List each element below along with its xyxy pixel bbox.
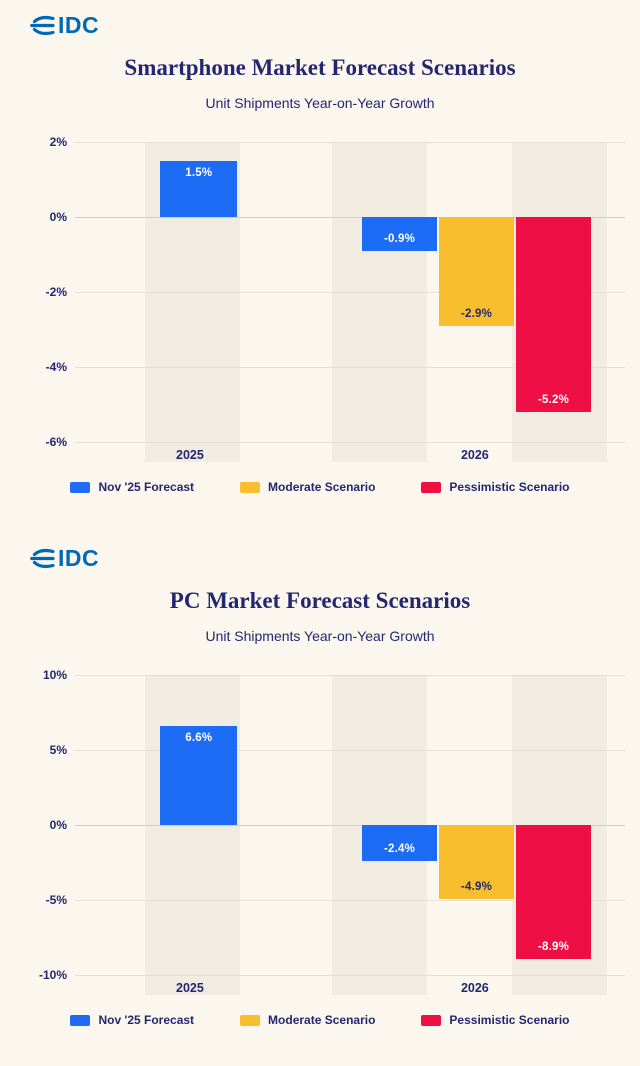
- gridline: [75, 675, 625, 676]
- smartphone-forecast-chart: IDC Smartphone Market Forecast Scenarios…: [0, 14, 640, 494]
- y-axis-tick-label: -2%: [45, 285, 67, 299]
- bar-moderate-scenario: -2.9%: [439, 217, 514, 326]
- gridline: [75, 975, 625, 976]
- idc-logo-mark-icon: [30, 15, 55, 36]
- y-axis-tick-label: -5%: [45, 893, 67, 907]
- legend-label: Nov '25 Forecast: [98, 480, 195, 494]
- zero-gridline: [75, 217, 625, 218]
- legend-item-pessimistic-scenario: Pessimistic Scenario: [421, 480, 570, 494]
- idc-logo-text: IDC: [58, 12, 100, 38]
- idc-logo-text: IDC: [58, 545, 100, 571]
- column-band: [331, 142, 427, 462]
- gridline: [75, 142, 625, 143]
- gridline: [75, 367, 625, 368]
- bar-value-label: -0.9%: [383, 232, 416, 245]
- bar-value-label: -8.9%: [537, 940, 570, 953]
- bar-value-label: 6.6%: [185, 732, 213, 744]
- idc-logo-mark-icon: [30, 548, 55, 569]
- y-axis-tick-label: -10%: [38, 968, 67, 982]
- y-axis-tick-label: 0%: [49, 818, 67, 832]
- y-axis-tick-label: -4%: [45, 360, 67, 374]
- bar-value-label: -2.4%: [383, 843, 416, 855]
- gridline: [75, 750, 625, 751]
- legend-label: Nov '25 Forecast: [98, 1013, 195, 1027]
- bar-nov-25-forecast: 6.6%: [160, 726, 238, 825]
- gridline: [75, 900, 625, 901]
- legend-swatch-yellow: [240, 481, 261, 493]
- chart-title: PC Market Forecast Scenarios: [169, 588, 471, 613]
- y-axis-tick-label: 10%: [42, 668, 67, 682]
- legend: Nov '25 Forecast Moderate Scenario Pessi…: [0, 480, 640, 494]
- bar-nov-25-forecast: 1.5%: [160, 160, 238, 217]
- y-axis-tick-label: 5%: [49, 743, 67, 757]
- bar-value-label: -4.9%: [460, 880, 493, 893]
- idc-logo: IDC: [30, 547, 99, 570]
- bar-value-label: 1.5%: [185, 166, 213, 179]
- legend-item-moderate-scenario: Moderate Scenario: [240, 480, 375, 494]
- chart-title: Smartphone Market Forecast Scenarios: [124, 55, 516, 80]
- plot-area: 10% 5% 0% -5% -10% 6.6% -2.4% -4.9% -8.9% 2025 202…: [39, 668, 625, 995]
- pc-forecast-chart: IDC PC Market Forecast Scenarios Unit Sh…: [0, 533, 640, 1066]
- plot-area: 2% 0% -2% -4% -6% 1.5% -0.9% -2.9% -5.2% 2025 2026: [46, 135, 625, 462]
- bar-pessimistic-scenario: -8.9%: [516, 825, 591, 959]
- bar-nov-25-forecast: -0.9%: [362, 217, 437, 251]
- gridline: [75, 292, 625, 293]
- chart-subtitle: Unit Shipments Year-on-Year Growth: [205, 95, 435, 111]
- legend-item-moderate-scenario: Moderate Scenario: [240, 1013, 375, 1027]
- zero-gridline: [75, 825, 625, 826]
- chart-subtitle: Unit Shipments Year-on-Year Growth: [205, 628, 435, 644]
- legend-swatch-blue: [70, 1014, 91, 1026]
- legend-label: Pessimistic Scenario: [449, 480, 570, 494]
- legend-swatch-yellow: [240, 1014, 261, 1026]
- legend-label: Moderate Scenario: [268, 480, 376, 494]
- x-axis-category-label: 2026: [460, 981, 489, 995]
- legend-item-nov-25-forecast: Nov '25 Forecast: [70, 480, 194, 494]
- x-axis-category-label: 2026: [460, 448, 489, 462]
- y-axis-tick-label: 0%: [49, 210, 67, 224]
- bar-value-label: -5.2%: [537, 394, 570, 406]
- bar-moderate-scenario: -4.9%: [439, 825, 514, 899]
- legend-swatch-blue: [70, 481, 91, 493]
- y-axis-tick-label: 2%: [49, 135, 67, 149]
- legend-item-nov-25-forecast: Nov '25 Forecast: [70, 1013, 194, 1027]
- legend-swatch-red: [421, 1014, 442, 1026]
- bar-pessimistic-scenario: -5.2%: [516, 217, 591, 412]
- bar-value-label: -2.9%: [460, 307, 493, 320]
- x-axis-category-label: 2025: [176, 448, 204, 462]
- idc-logo: IDC: [30, 14, 99, 37]
- legend: Nov '25 Forecast Moderate Scenario Pessi…: [0, 1013, 640, 1027]
- legend-item-pessimistic-scenario: Pessimistic Scenario: [421, 1013, 570, 1027]
- legend-label: Pessimistic Scenario: [449, 1013, 570, 1027]
- legend-swatch-red: [421, 481, 442, 493]
- bar-nov-25-forecast: -2.4%: [362, 825, 437, 861]
- x-axis-category-label: 2025: [176, 981, 204, 995]
- gridline: [75, 442, 625, 443]
- y-axis-tick-label: -6%: [45, 435, 67, 449]
- legend-label: Moderate Scenario: [268, 1013, 376, 1027]
- column-band: [144, 675, 240, 995]
